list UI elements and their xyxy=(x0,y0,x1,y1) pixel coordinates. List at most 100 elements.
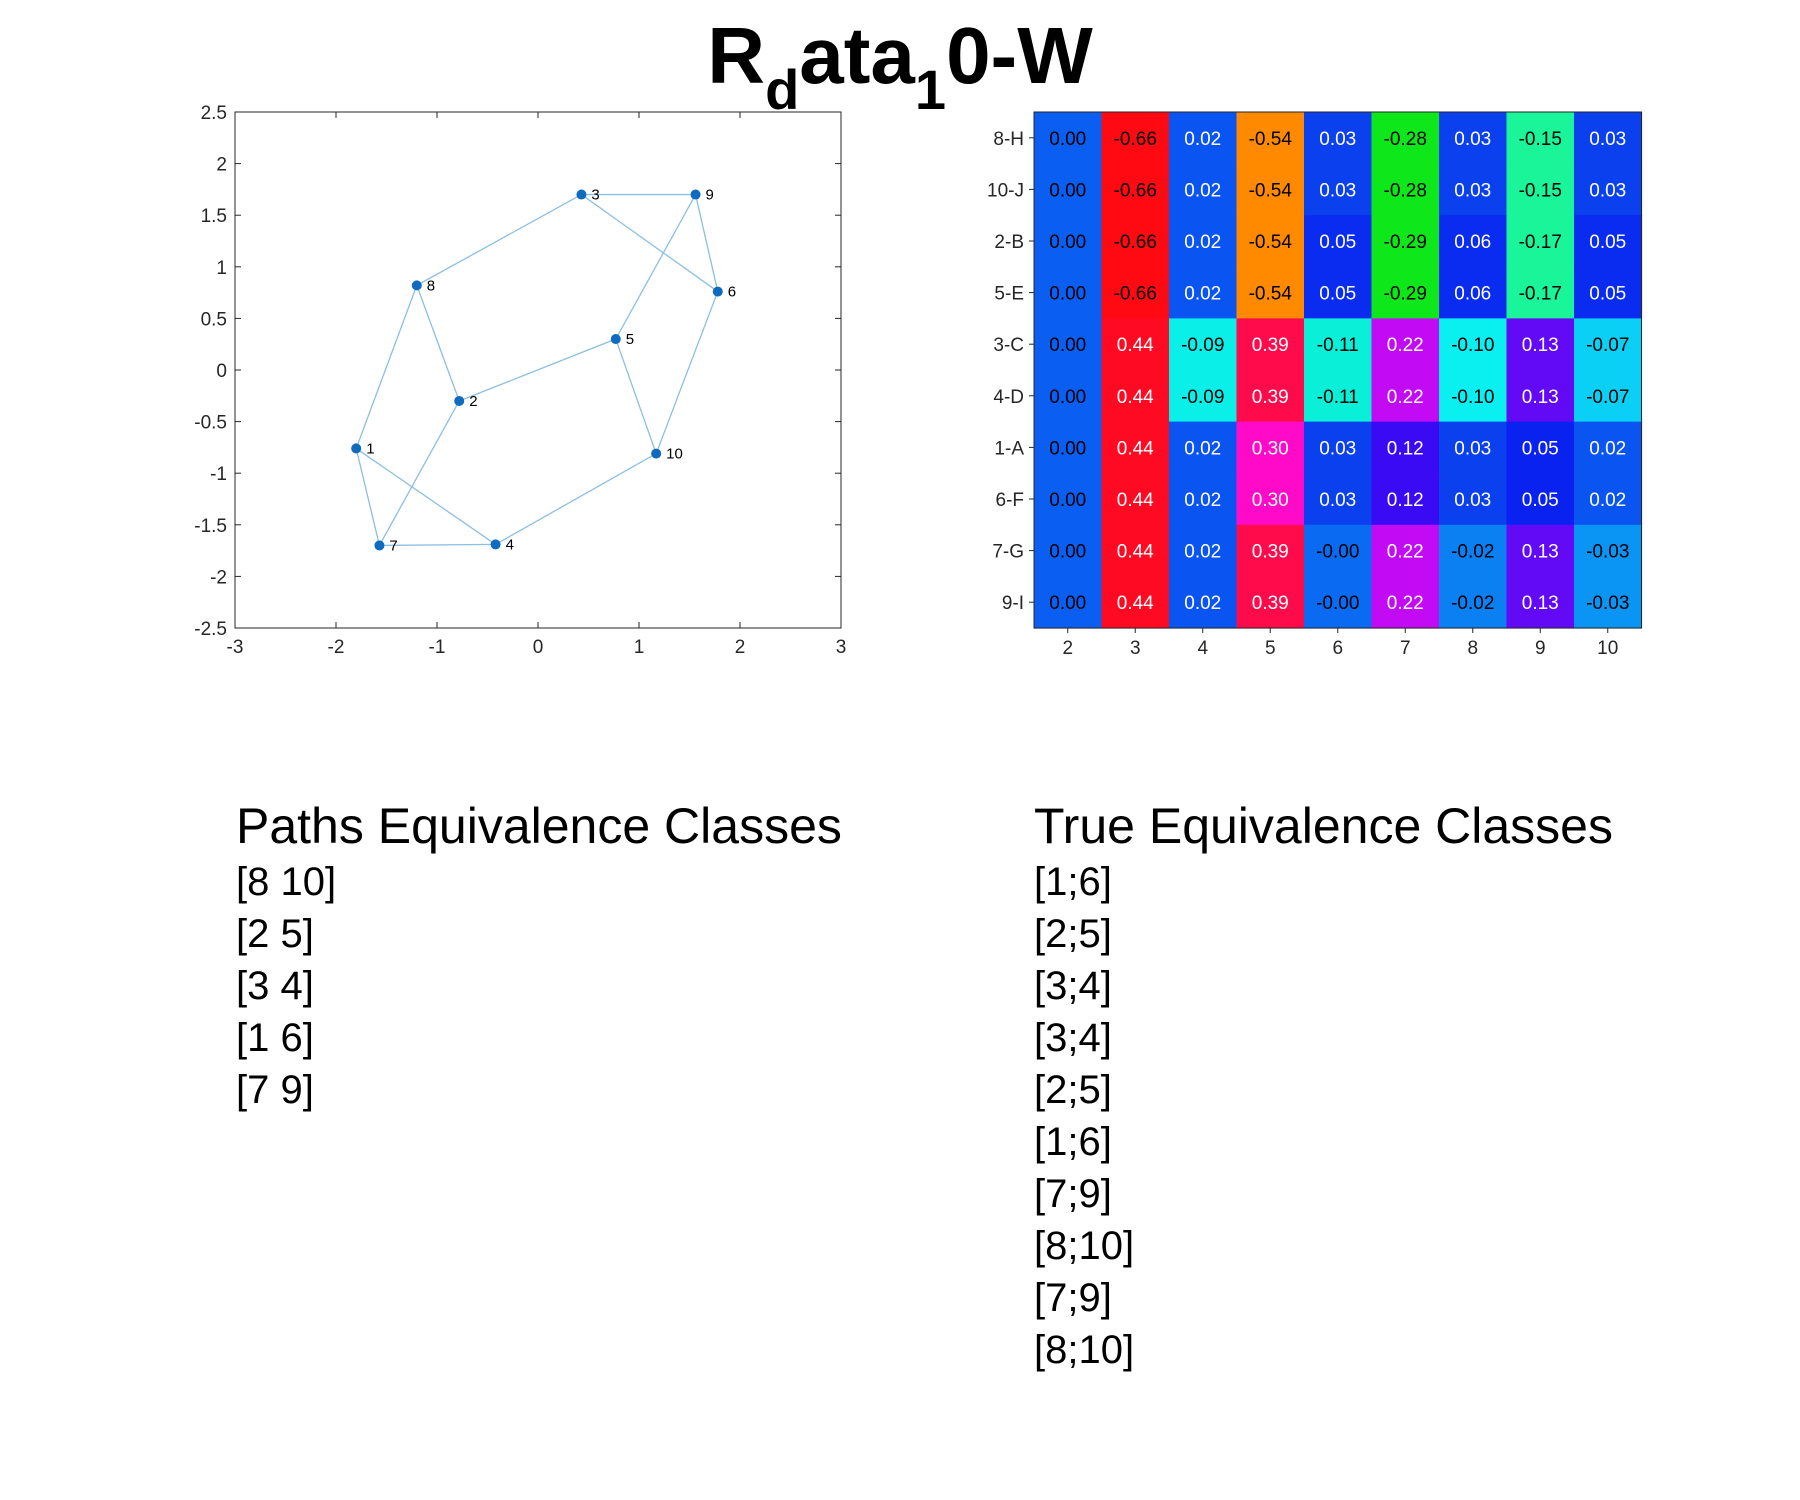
heatmap-row-label: 4-D xyxy=(993,387,1024,408)
heatmap-cell xyxy=(1101,421,1170,474)
graph-edge xyxy=(378,400,460,546)
heatmap-cell-value: -0.09 xyxy=(1181,387,1224,408)
heatmap-col-label: 3 xyxy=(1130,638,1141,659)
heatmap-cell-value: -0.54 xyxy=(1249,180,1293,201)
heatmap-cell xyxy=(1304,318,1373,371)
graph-edge xyxy=(416,285,460,402)
heatmap-col-label: 5 xyxy=(1265,638,1276,659)
heatmap-cell-value: 0.39 xyxy=(1252,335,1289,356)
graph-node-label: 10 xyxy=(666,446,683,463)
heatmap-cell xyxy=(1506,421,1575,474)
graph-edge xyxy=(355,285,418,449)
heatmap-chart: 0.00 -0.66 0.02 -0.54 0.03 -0.28 0.03 -0.15 0.03… xyxy=(987,111,1643,659)
heatmap-cell-value: -0.02 xyxy=(1451,542,1494,563)
graph-node xyxy=(411,280,422,291)
graph-node-label: 8 xyxy=(427,277,435,294)
heatmap-cell xyxy=(1371,266,1440,319)
heatmap-cell-value: -0.00 xyxy=(1316,542,1359,563)
y-tick-label: 2 xyxy=(216,155,227,176)
true-class-item: [1;6] xyxy=(1034,860,1112,904)
paths-class-item: [7 9] xyxy=(236,1068,314,1112)
graph-edge xyxy=(495,453,657,545)
heatmap-cell-value: 0.39 xyxy=(1252,387,1289,408)
heatmap-col-label: 2 xyxy=(1062,638,1073,659)
heatmap-cell xyxy=(1574,163,1643,216)
heatmap-cell-value: 0.44 xyxy=(1117,593,1154,614)
heatmap-cell xyxy=(1169,266,1238,319)
true-class-item: [8;10] xyxy=(1034,1328,1135,1372)
heatmap-cell xyxy=(1439,576,1508,629)
paths-class-item: [8 10] xyxy=(236,860,337,904)
heatmap-cell xyxy=(1371,215,1440,268)
heatmap-cell-value: 0.05 xyxy=(1319,232,1356,253)
true-class-item: [8;10] xyxy=(1034,1224,1135,1268)
heatmap-cell-value: -0.28 xyxy=(1384,180,1427,201)
graph-edge xyxy=(355,447,496,545)
heatmap-cell xyxy=(1506,318,1575,371)
heatmap-col-label: 9 xyxy=(1535,638,1546,659)
graph-node-label: 3 xyxy=(591,187,599,204)
heatmap-cell-value: 0.00 xyxy=(1049,387,1086,408)
heatmap-cell xyxy=(1101,112,1170,165)
heatmap-cell-value: 0.44 xyxy=(1117,438,1154,459)
heatmap-cell-value: 0.00 xyxy=(1049,542,1086,563)
heatmap-cell xyxy=(1574,318,1643,371)
heatmap-cell-value: 0.39 xyxy=(1252,593,1289,614)
heatmap-cell xyxy=(1034,576,1103,629)
heatmap-cell xyxy=(1439,163,1508,216)
heatmap-cell xyxy=(1304,524,1373,577)
paths-class-item: [1 6] xyxy=(236,1016,314,1060)
heatmap-cell-value: 0.22 xyxy=(1387,335,1424,356)
heatmap-cell-value: 0.44 xyxy=(1117,387,1154,408)
heatmap-cell xyxy=(1574,112,1643,165)
heatmap-cell xyxy=(1034,421,1103,474)
heatmap-cell-value: 0.03 xyxy=(1319,438,1356,459)
graph-edge xyxy=(655,291,719,454)
heatmap-cell xyxy=(1169,163,1238,216)
graph-node-label: 9 xyxy=(706,187,714,204)
graph-edge xyxy=(379,543,496,547)
x-tick-label: -3 xyxy=(227,637,244,658)
paths-class-item: [2 5] xyxy=(236,912,314,956)
heatmap-cell-value: 0.02 xyxy=(1184,438,1221,459)
heatmap-cell xyxy=(1439,266,1508,319)
heatmap-cell xyxy=(1304,473,1373,526)
heatmap-cell xyxy=(1439,473,1508,526)
heatmap-cell-value: -0.07 xyxy=(1586,387,1629,408)
heatmap-cell-value: -0.02 xyxy=(1451,593,1494,614)
graph-edge xyxy=(694,194,719,292)
true-equivalence-list: [1;6] [2;5] [3;4] [3;4] [2;5] [1;6] [7;9] [8;10… xyxy=(1034,856,1613,1376)
heatmap-cell-value: 0.39 xyxy=(1252,542,1289,563)
heatmap-cell xyxy=(1304,370,1373,423)
heatmap-cell xyxy=(1439,524,1508,577)
heatmap-cell-value: 0.13 xyxy=(1522,387,1559,408)
heatmap-row-label: 1-A xyxy=(994,438,1024,459)
heatmap-cell-value: 0.05 xyxy=(1589,232,1626,253)
heatmap-cell-value: 0.03 xyxy=(1454,490,1491,511)
figure-title: Rdata10-W xyxy=(0,6,1800,121)
heatmap-cell-value: 0.44 xyxy=(1117,490,1154,511)
heatmap-cell-value: 0.05 xyxy=(1522,438,1559,459)
graph-scatter-plot: -3 -2 -1 0 1 2 3 2.5 2 1.5 1 0.5 0 -0.5 -1 -1.5 -2 -2.5 1 2… xyxy=(194,103,846,658)
heatmap-cell xyxy=(1101,163,1170,216)
graph-node xyxy=(610,334,621,345)
heatmap-cell xyxy=(1236,576,1305,629)
heatmap-cell xyxy=(1439,215,1508,268)
title-part-c: 0-W xyxy=(946,11,1093,100)
heatmap-cell xyxy=(1574,524,1643,577)
heatmap-cell-value: 0.02 xyxy=(1589,490,1626,511)
heatmap-cell-value: 0.02 xyxy=(1184,284,1221,305)
heatmap-cell xyxy=(1101,524,1170,577)
heatmap-cell xyxy=(1034,215,1103,268)
heatmap-cell-value: 0.03 xyxy=(1454,180,1491,201)
title-part-b: ata xyxy=(799,11,915,100)
heatmap-cell xyxy=(1439,112,1508,165)
heatmap-cell-value: 0.03 xyxy=(1319,129,1356,150)
heatmap-cell xyxy=(1371,524,1440,577)
heatmap-cell-value: -0.11 xyxy=(1317,335,1359,356)
heatmap-cell-value: -0.10 xyxy=(1451,387,1494,408)
heatmap-cell xyxy=(1506,370,1575,423)
heatmap-cell xyxy=(1371,318,1440,371)
heatmap-cell-value: -0.00 xyxy=(1316,593,1359,614)
heatmap-cell xyxy=(1101,576,1170,629)
